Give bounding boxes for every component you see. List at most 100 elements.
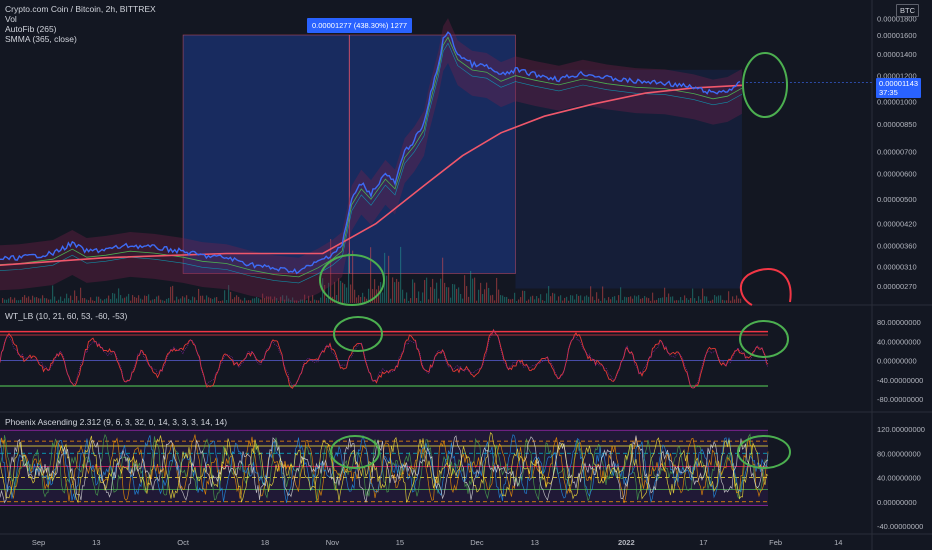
volume-bar xyxy=(456,288,458,303)
volume-bar xyxy=(638,295,640,303)
volume-bar xyxy=(418,291,420,303)
volume-bar xyxy=(316,300,318,303)
autofib-band xyxy=(0,18,742,303)
volume-bar xyxy=(470,270,472,303)
volume-bar xyxy=(694,298,696,303)
volume-bar xyxy=(514,292,516,303)
phoenix-line xyxy=(0,435,769,504)
volume-bar xyxy=(594,300,596,303)
volume-bar xyxy=(610,299,612,303)
volume-bar xyxy=(408,300,410,303)
volume-bar xyxy=(726,300,728,303)
volume-bar xyxy=(338,278,340,303)
volume-bar xyxy=(172,285,174,303)
volume-bar xyxy=(128,293,130,303)
volume-bar xyxy=(430,287,432,303)
price-tick-label: 0.00000310 xyxy=(877,263,917,272)
volume-bar xyxy=(524,290,526,303)
volume-bar xyxy=(290,299,292,303)
volume-bar xyxy=(468,296,470,303)
volume-bar xyxy=(340,280,342,303)
volume-bar xyxy=(526,300,528,303)
volume-bar xyxy=(342,282,344,303)
volume-bar xyxy=(372,288,374,303)
volume-bar xyxy=(676,300,678,303)
projection-zone xyxy=(515,69,742,289)
volume-bar xyxy=(160,299,162,303)
volume-bar xyxy=(60,296,62,303)
volume-bar xyxy=(86,299,88,303)
volume-bar xyxy=(92,300,94,303)
volume-bar xyxy=(178,299,180,303)
volume-bar xyxy=(28,296,30,303)
volume-bar xyxy=(428,299,430,303)
volume-bar xyxy=(210,298,212,303)
volume-bar xyxy=(620,287,622,303)
volume-bar xyxy=(544,300,546,303)
volume-bar xyxy=(234,297,236,303)
volume-bar xyxy=(266,296,268,303)
volume-bar xyxy=(454,284,456,303)
volume-bar xyxy=(362,292,364,303)
volume-bar xyxy=(630,296,632,303)
volume-bar xyxy=(464,275,466,303)
volume-bar xyxy=(738,298,740,303)
currency-badge[interactable]: BTC xyxy=(896,4,919,17)
volume-bar xyxy=(170,286,172,303)
volume-bar xyxy=(480,282,482,303)
volume-bar xyxy=(438,298,440,303)
volume-bar xyxy=(66,293,68,303)
volume-bar xyxy=(182,296,184,303)
volume-bar xyxy=(736,295,738,303)
volume-bar xyxy=(452,283,454,303)
volume-bar xyxy=(556,300,558,303)
volume-bar xyxy=(478,289,480,303)
volume-bar xyxy=(220,300,222,303)
volume-bar xyxy=(104,299,106,303)
volume-bar xyxy=(20,299,22,303)
chart-title[interactable]: Crypto.com Coin / Bitcoin, 2h, BITTREX xyxy=(5,4,156,14)
volume-bar xyxy=(36,297,38,303)
volume-bar xyxy=(476,300,478,303)
volume-bar xyxy=(568,300,570,303)
price-tick-label: 0.00001000 xyxy=(877,97,917,106)
volume-bar xyxy=(552,292,554,303)
volume-bar xyxy=(426,277,428,303)
volume-bar xyxy=(84,298,86,303)
volume-bar xyxy=(136,297,138,303)
volume-bar xyxy=(572,295,574,303)
volume-bar xyxy=(356,297,358,303)
volume-bar xyxy=(410,298,412,303)
volume-bar xyxy=(208,297,210,303)
volume-bar xyxy=(300,299,302,303)
volume-bar xyxy=(390,298,392,303)
legend-phoenix[interactable]: Phoenix Ascending 2.312 (9, 6, 3, 32, 0,… xyxy=(5,417,228,427)
price-tick-label: 0.00000420 xyxy=(877,220,917,229)
volume-bar xyxy=(642,298,644,303)
indicator-autofib[interactable]: AutoFib (265) xyxy=(5,24,57,34)
volume-bar xyxy=(730,300,732,303)
price-tick-label: 0.00001200 xyxy=(877,72,917,81)
volume-bar xyxy=(12,299,14,303)
volume-bar xyxy=(358,295,360,303)
volume-bar xyxy=(150,300,152,303)
indicator-smma[interactable]: SMMA (365, close) xyxy=(5,34,77,44)
wt-tick-label: 80.00000000 xyxy=(877,318,921,327)
volume-bar xyxy=(458,287,460,303)
volume-bar xyxy=(436,282,438,303)
volume-bar xyxy=(674,300,676,303)
legend-wavetrend[interactable]: WT_LB (10, 21, 60, 53, -60, -53) xyxy=(5,311,128,321)
volume-bar xyxy=(368,288,370,303)
volume-bar xyxy=(4,299,6,303)
volume-bar xyxy=(382,292,384,303)
volume-bar xyxy=(448,287,450,303)
volume-bar xyxy=(588,296,590,303)
volume-bar xyxy=(618,295,620,303)
indicator-vol[interactable]: Vol xyxy=(5,14,17,24)
volume-bar xyxy=(492,294,494,303)
volume-bar xyxy=(242,300,244,303)
volume-bar xyxy=(232,299,234,303)
volume-bar xyxy=(134,296,136,303)
volume-bar xyxy=(388,255,390,303)
x-tick-label: Oct xyxy=(177,538,190,547)
